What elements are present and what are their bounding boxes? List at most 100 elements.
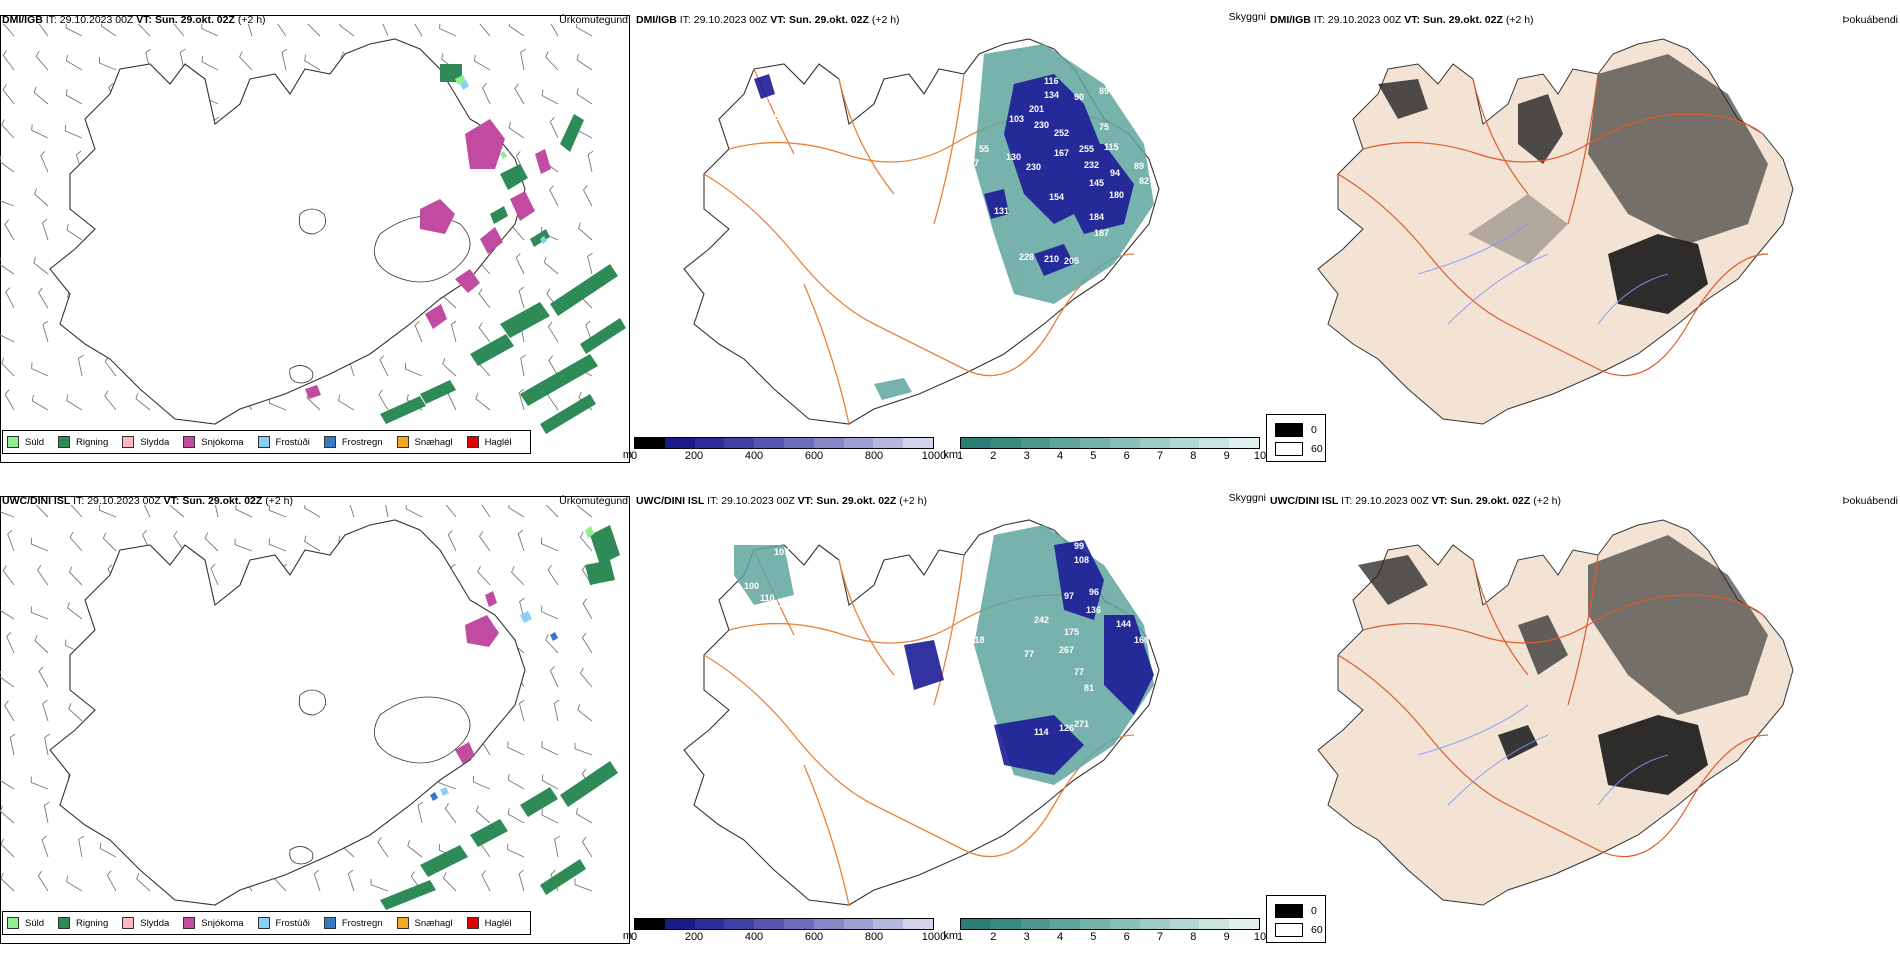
cloud-label: 167 bbox=[1054, 148, 1069, 158]
legend-item: Snjókoma bbox=[183, 917, 244, 929]
precip-map bbox=[0, 505, 620, 910]
colorbar-tick: 1000 bbox=[921, 931, 947, 943]
legend-label: Snjókoma bbox=[201, 917, 244, 929]
colorbar-swatch bbox=[724, 919, 755, 929]
wind-barb bbox=[518, 699, 525, 722]
precip-type-panel: DMI/IGB IT: 29.10.2023 00Z VT: Sun. 29.o… bbox=[0, 0, 632, 465]
wind-barb bbox=[40, 150, 49, 173]
wind-barb bbox=[576, 54, 593, 71]
colorbar-tick: 600 bbox=[804, 931, 824, 943]
panel-header: UWC/DINI ISL IT: 29.10.2023 00Z VT: Sun.… bbox=[1270, 495, 1561, 507]
cloud-label: 108 bbox=[1074, 555, 1089, 565]
colorbar-tick: 200 bbox=[684, 931, 704, 943]
colorbar-swatch bbox=[1139, 919, 1170, 929]
vt-label: VT: bbox=[770, 14, 787, 26]
wind-barb bbox=[481, 505, 491, 518]
wind-barb bbox=[577, 505, 593, 518]
colorbar-swatch bbox=[1109, 919, 1140, 929]
legend-label: Frostúði bbox=[275, 436, 310, 448]
wind-barb bbox=[478, 531, 491, 552]
precip-type-legend: Súld Rigning Slydda Snjókoma Frostúði Frostre… bbox=[2, 911, 531, 935]
legend-swatch bbox=[396, 917, 409, 929]
legend-label: Haglél bbox=[484, 436, 512, 448]
colorbar-swatch bbox=[843, 438, 874, 448]
wind-barb bbox=[281, 48, 288, 71]
wind-barb bbox=[541, 774, 559, 790]
fog-swatch bbox=[1275, 442, 1303, 456]
wind-barb bbox=[518, 286, 525, 309]
panel-header: DMI/IGB IT: 29.10.2023 00Z VT: Sun. 29.o… bbox=[636, 14, 900, 26]
colorbar-tick: 4 bbox=[1056, 931, 1064, 943]
vt-value: Sun. 29.okt. 02Z bbox=[788, 14, 869, 26]
wind-barb bbox=[508, 121, 525, 139]
wind-barb bbox=[68, 566, 83, 586]
wind-barb bbox=[41, 218, 49, 241]
panel-title: Úrkomutegund bbox=[559, 14, 628, 26]
wind-barb bbox=[66, 224, 83, 241]
wind-barb bbox=[576, 88, 593, 105]
colorbar-tick: 6 bbox=[1123, 931, 1130, 943]
colorbar-tick: 3 bbox=[1023, 931, 1030, 943]
wind-barb bbox=[587, 150, 594, 173]
low-cloud-areas bbox=[754, 74, 1134, 276]
it-label: IT: bbox=[679, 14, 691, 26]
wind-barb bbox=[313, 869, 321, 892]
wind-barb bbox=[173, 24, 185, 37]
wind-barb bbox=[4, 700, 15, 722]
cloud-label: 118 bbox=[970, 635, 985, 645]
cloud-label: 232 bbox=[1084, 160, 1099, 170]
rain-areas bbox=[380, 64, 626, 434]
wind-barb bbox=[582, 185, 593, 207]
colorbar-swatch bbox=[813, 919, 844, 929]
wind-barb bbox=[545, 634, 559, 654]
colorbar-tick: 200 bbox=[684, 450, 704, 462]
lead-time: (+2 h) bbox=[265, 495, 293, 507]
model-name: DMI/IGB bbox=[2, 14, 43, 26]
cloud-base-labels: 107 85 116 134 90 89 201 230 252 75 109 … bbox=[764, 76, 1154, 266]
wind-barb bbox=[510, 566, 525, 586]
drizzle-areas bbox=[585, 526, 594, 538]
colorbar-tick: 8 bbox=[1190, 931, 1197, 943]
legend-item: Súld bbox=[7, 917, 44, 929]
fog-legend: 0 60 bbox=[1266, 414, 1326, 462]
cloud-base-labels: 107 100 110 123 99 108 97 96 136 242 175… bbox=[744, 541, 1149, 737]
precip-map bbox=[0, 24, 626, 434]
wind-barb bbox=[106, 870, 117, 892]
colorbar-swatch bbox=[1169, 438, 1200, 448]
cloud-base-panel: DMI/IGB IT: 29.10.2023 00Z VT: Sun. 29.o… bbox=[634, 0, 1266, 465]
wind-barb bbox=[385, 505, 389, 518]
colorbar-tick: 1000 bbox=[921, 450, 947, 462]
cloud-label: 184 bbox=[1089, 212, 1104, 222]
cloud-label: 123 bbox=[774, 599, 789, 609]
colorbar-unit: m bbox=[622, 930, 632, 942]
vt-label: VT: bbox=[1404, 14, 1421, 26]
visibility-colorbar: 1 2 3 4 5 6 7 8 9 10 km bbox=[943, 437, 1266, 463]
colorbar-swatch bbox=[961, 438, 991, 448]
colorbar-swatch bbox=[783, 438, 814, 448]
wind-barb bbox=[338, 394, 355, 411]
wind-barb bbox=[35, 50, 49, 71]
wind-barb bbox=[135, 392, 151, 411]
it-value: 29.10.2023 00Z bbox=[721, 495, 795, 507]
vt-label: VT: bbox=[797, 495, 814, 507]
wind-barb bbox=[64, 124, 83, 139]
wind-barb bbox=[581, 836, 593, 858]
wind-barb bbox=[239, 51, 253, 71]
it-value: 29.10.2023 00Z bbox=[59, 14, 134, 26]
wind-barb bbox=[31, 394, 49, 411]
legend-label: Rigning bbox=[76, 917, 109, 929]
fog-rivers bbox=[1417, 704, 1669, 806]
snow-areas bbox=[455, 591, 499, 764]
legend-label: Súld bbox=[25, 917, 45, 929]
colorbar-swatch bbox=[1169, 919, 1200, 929]
cloud-label: 271 bbox=[1074, 719, 1089, 729]
wind-barb bbox=[35, 505, 49, 518]
legend-swatch bbox=[257, 917, 270, 929]
colorbar-swatch bbox=[813, 438, 844, 448]
colorbar-tick: 10 bbox=[1253, 450, 1267, 462]
vt-value: Sun. 29.okt. 02Z bbox=[1450, 495, 1531, 507]
colorbar-tick: 600 bbox=[804, 450, 824, 462]
visibility-colorbar: 1 2 3 4 5 6 7 8 9 10 km bbox=[943, 918, 1266, 944]
glacier-myrdalsjokull bbox=[289, 846, 314, 865]
wind-barb bbox=[450, 320, 457, 343]
